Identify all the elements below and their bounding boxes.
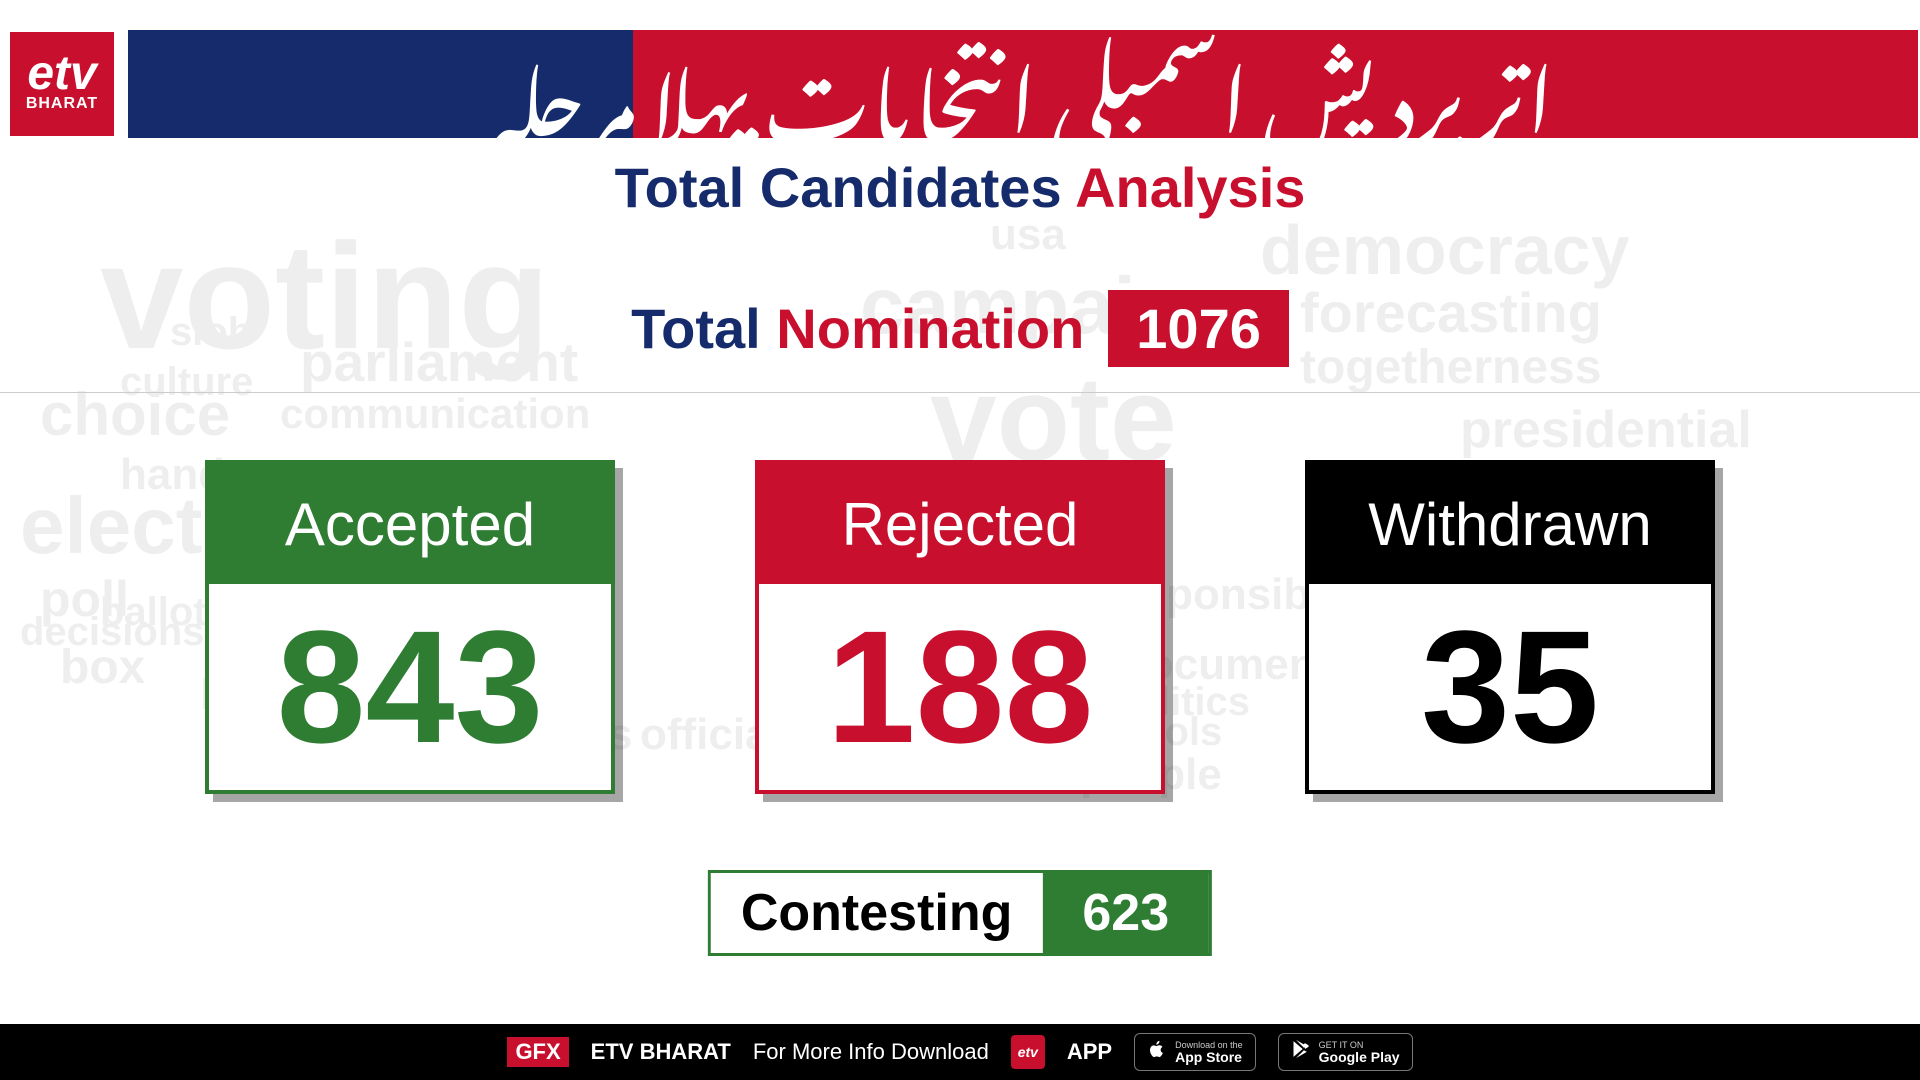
channel-logo: etv BHARAT bbox=[8, 30, 116, 138]
header-title-urdu: اترپردیش اسمبلی انتخابات پہلا مرحلہ bbox=[128, 30, 1918, 138]
apple-icon bbox=[1147, 1039, 1167, 1065]
footer-app-logo: etv bbox=[1011, 1035, 1045, 1069]
rejected-card: Rejected 188 bbox=[755, 460, 1165, 794]
nomination-value: 1076 bbox=[1108, 290, 1289, 367]
footer-brand: ETV BHARAT bbox=[591, 1039, 731, 1065]
rejected-value: 188 bbox=[759, 584, 1161, 790]
logo-bottom-text: BHARAT bbox=[26, 95, 98, 113]
nomination-label-part2: Nomination bbox=[776, 297, 1084, 360]
horizontal-divider bbox=[0, 392, 1920, 393]
footer-app-word: APP bbox=[1067, 1039, 1112, 1065]
footer-download-text: For More Info Download bbox=[753, 1039, 989, 1065]
nomination-label-part1: Total bbox=[631, 297, 776, 360]
appstore-big-text: App Store bbox=[1175, 1050, 1243, 1064]
withdrawn-card: Withdrawn 35 bbox=[1305, 460, 1715, 794]
title-banner: اترپردیش اسمبلی انتخابات پہلا مرحلہ bbox=[128, 30, 1918, 138]
accepted-label: Accepted bbox=[209, 464, 611, 584]
gfx-badge: GFX bbox=[507, 1037, 568, 1067]
google-play-button[interactable]: GET IT ON Google Play bbox=[1278, 1033, 1413, 1071]
contesting-badge: Contesting 623 bbox=[708, 870, 1212, 956]
rejected-label: Rejected bbox=[759, 464, 1161, 584]
withdrawn-value: 35 bbox=[1309, 584, 1711, 790]
contesting-value: 623 bbox=[1042, 873, 1209, 953]
total-nomination-row: Total Nomination 1076 bbox=[0, 290, 1920, 367]
accepted-value: 843 bbox=[209, 584, 611, 790]
contesting-label: Contesting bbox=[711, 873, 1043, 953]
footer-bar: GFX ETV BHARAT For More Info Download et… bbox=[0, 1024, 1920, 1080]
nomination-label: Total Nomination bbox=[631, 296, 1084, 361]
app-store-button[interactable]: Download on the App Store bbox=[1134, 1033, 1256, 1071]
accepted-card: Accepted 843 bbox=[205, 460, 615, 794]
logo-top-text: etv bbox=[27, 55, 96, 93]
stat-cards-row: Accepted 843 Rejected 188 Withdrawn 35 bbox=[0, 460, 1920, 794]
google-play-icon bbox=[1291, 1039, 1311, 1065]
play-big-text: Google Play bbox=[1319, 1050, 1400, 1064]
header-banner: etv BHARAT اترپردیش اسمبلی انتخابات پہلا… bbox=[0, 20, 1920, 150]
withdrawn-label: Withdrawn bbox=[1309, 464, 1711, 584]
